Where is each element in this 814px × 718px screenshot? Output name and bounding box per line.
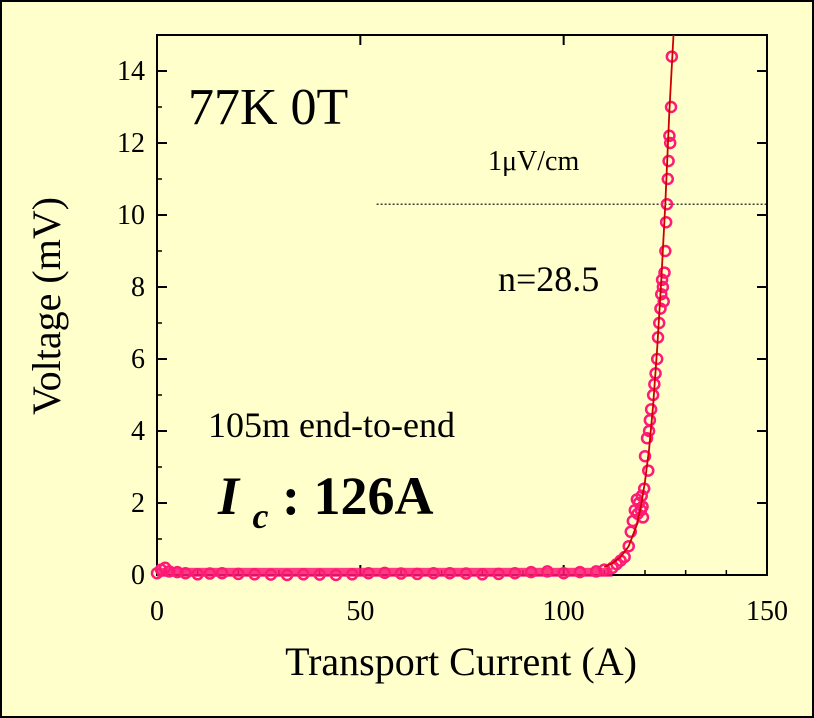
data-point	[171, 565, 184, 579]
x-tick-label: 150	[746, 596, 788, 627]
data-point	[203, 567, 217, 580]
data-markers	[150, 34, 679, 582]
data-point	[345, 568, 359, 581]
data-point	[589, 565, 603, 578]
data-point	[642, 464, 655, 477]
y-tick-label: 8	[131, 272, 145, 303]
ic-subscript: c	[253, 496, 269, 536]
data-point	[638, 449, 652, 463]
data-point	[573, 565, 587, 579]
sample-annotation: 105m end-to-end	[208, 405, 455, 445]
x-tick-label: 50	[346, 596, 374, 627]
data-point	[659, 244, 672, 258]
data-point	[248, 568, 261, 581]
data-point	[663, 136, 677, 150]
baseline-band	[157, 567, 613, 577]
y-tick-label: 2	[131, 488, 145, 519]
data-point	[661, 172, 675, 186]
axes: 0 50 100 150 0 2 4 6 8 10 12 14	[117, 35, 788, 627]
n-value-annotation: n=28.5	[498, 259, 599, 299]
data-point	[329, 568, 343, 582]
x-axis-label: Transport Current (A)	[285, 639, 637, 684]
data-point	[313, 568, 326, 581]
critical-current-annotation: I c : 126A	[217, 466, 433, 540]
data-point	[378, 566, 391, 580]
data-point	[394, 567, 408, 580]
data-point	[658, 266, 671, 279]
data-point	[264, 568, 278, 581]
ic-value: : 126A	[282, 466, 433, 526]
data-point	[179, 566, 192, 580]
y-tick-label: 0	[131, 560, 145, 591]
data-point	[657, 295, 670, 308]
data-point	[215, 566, 229, 580]
data-point	[162, 565, 176, 578]
data-point	[557, 566, 570, 580]
y-tick-label: 4	[131, 416, 145, 447]
data-point	[662, 154, 675, 168]
y-tick-label: 6	[131, 344, 145, 375]
data-point	[644, 403, 658, 416]
x-tick-label: 100	[543, 596, 585, 627]
data-point	[232, 567, 245, 581]
data-point	[659, 215, 673, 229]
data-point	[541, 565, 554, 578]
data-point	[476, 568, 489, 581]
data-point	[280, 568, 294, 582]
data-point	[640, 431, 654, 445]
y-axis-label: Voltage (mV)	[24, 197, 69, 415]
data-point	[508, 566, 522, 580]
data-point	[660, 197, 674, 211]
data-point	[191, 568, 204, 581]
y-tick-label: 14	[117, 56, 145, 87]
data-point	[411, 567, 424, 581]
data-point	[598, 563, 611, 576]
data-point	[427, 566, 440, 580]
data-point	[664, 100, 678, 114]
data-point	[622, 539, 635, 553]
data-point	[297, 568, 310, 581]
data-point	[362, 566, 375, 580]
data-point	[524, 565, 538, 579]
y-tick-label: 12	[117, 128, 145, 159]
criterion-label: 1μV/cm	[488, 146, 579, 177]
data-point	[656, 280, 670, 294]
fit-line	[603, 34, 675, 568]
x-tick-label: 0	[150, 596, 164, 627]
y-tick-label: 10	[117, 200, 145, 231]
data-point	[443, 566, 457, 580]
data-point	[492, 567, 505, 581]
data-point	[459, 567, 473, 580]
condition-annotation: 77K 0T	[188, 79, 348, 136]
ic-symbol: I	[217, 466, 241, 526]
